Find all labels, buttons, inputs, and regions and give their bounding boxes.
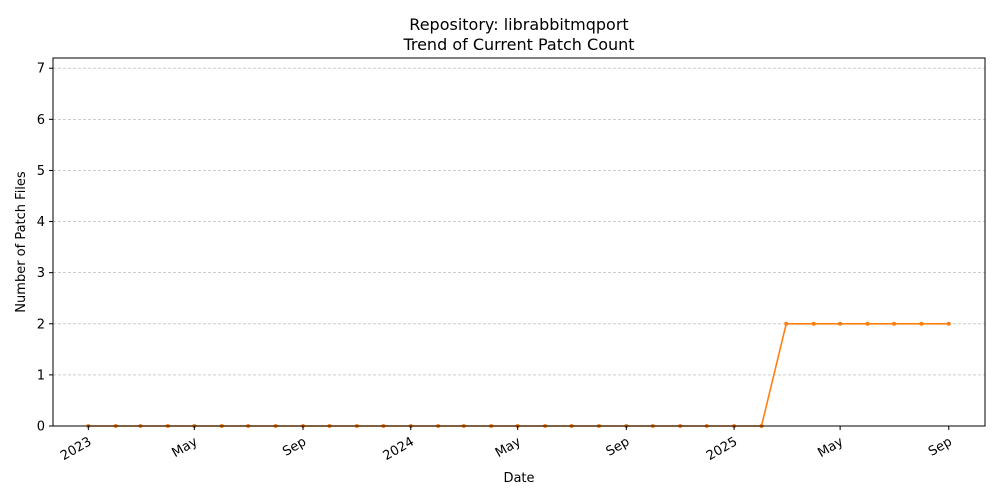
data-point-30 <box>892 321 897 326</box>
data-point-26 <box>784 321 789 326</box>
plot-frame <box>52 57 986 427</box>
x-tick-label-3: 2024 <box>381 434 417 464</box>
chart-subtitle: Trend of Current Patch Count <box>402 35 634 54</box>
chart-title: Repository: librabbitmqport <box>409 15 628 34</box>
y-tick-label-7: 7 <box>37 62 45 77</box>
y-tick-label-0: 0 <box>37 420 45 435</box>
y-tick-label-2: 2 <box>37 317 45 332</box>
y-tick-label-5: 5 <box>37 164 45 179</box>
x-axis-label: Date <box>503 471 534 486</box>
x-tick-label-2: Sep <box>280 434 309 459</box>
x-tick-label-6: 2025 <box>704 434 740 464</box>
y-axis-ticks: 0 1 2 3 4 5 6 7 <box>37 62 53 435</box>
x-tick-label-8: Sep <box>926 434 955 459</box>
data-point-29 <box>865 321 870 326</box>
y-tick-label-4: 4 <box>37 215 45 230</box>
y-tick-label-1: 1 <box>37 368 45 383</box>
x-tick-label-4: May <box>493 434 524 461</box>
y-tick-label-6: 6 <box>37 113 45 128</box>
y-tick-label-3: 3 <box>37 266 45 281</box>
data-point-31 <box>919 321 924 326</box>
data-point-27 <box>811 321 816 326</box>
x-axis-ticks: 2023 May Sep 2024 May Sep 2025 May Sep <box>58 426 955 464</box>
data-point-28 <box>838 321 843 326</box>
x-tick-label-0: 2023 <box>58 434 94 464</box>
x-tick-label-7: May <box>815 434 846 461</box>
y-axis-label: Number of Patch Files <box>14 171 29 313</box>
grid-lines <box>53 67 985 427</box>
data-point-32 <box>946 321 951 326</box>
x-tick-label-1: May <box>170 434 201 461</box>
x-tick-label-5: Sep <box>604 434 633 459</box>
